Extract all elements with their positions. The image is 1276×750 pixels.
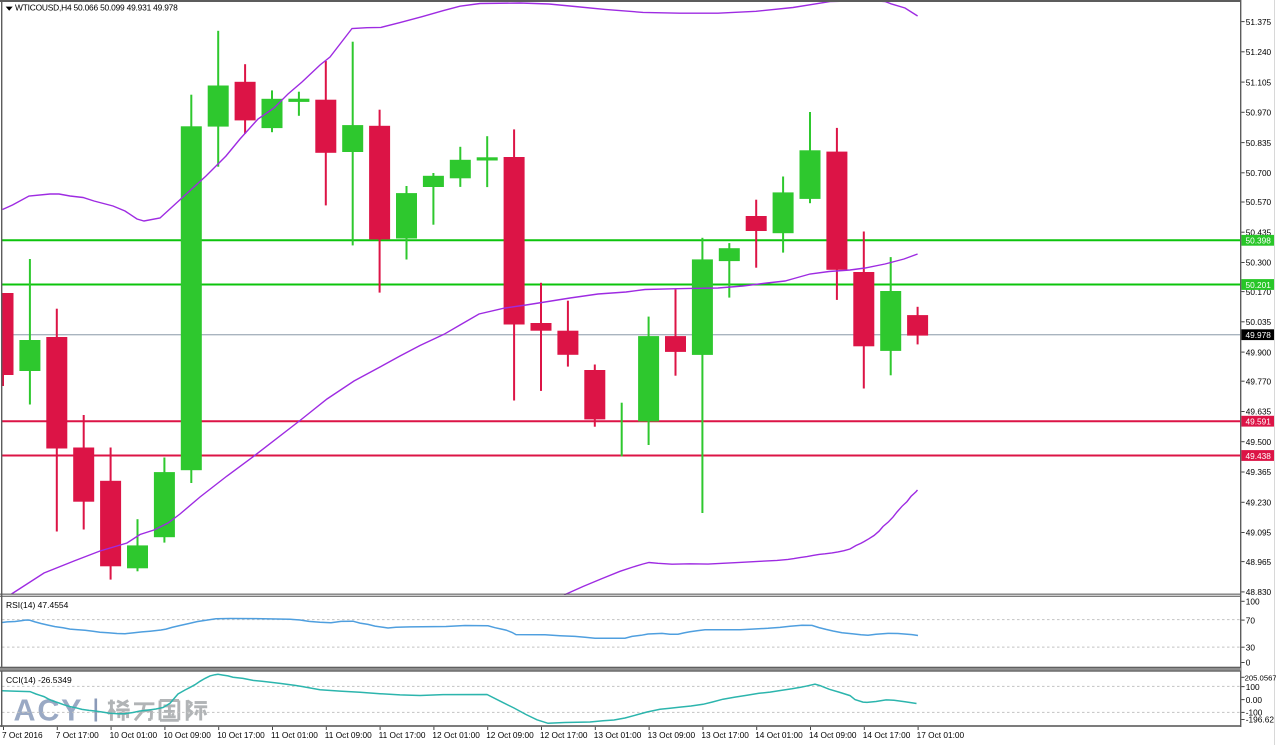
svg-text:51.240: 51.240 — [1246, 47, 1272, 57]
svg-text:30: 30 — [1246, 642, 1256, 652]
svg-text:49.500: 49.500 — [1246, 437, 1272, 447]
svg-text:WTICOUSD,H4 50.066 50.099 49.: WTICOUSD,H4 50.066 50.099 49.931 49.978 — [15, 3, 178, 13]
svg-text:13 Oct 17:00: 13 Oct 17:00 — [701, 730, 749, 740]
svg-text:0.00: 0.00 — [1246, 695, 1263, 705]
svg-text:50.035: 50.035 — [1246, 317, 1272, 327]
svg-text:51.375: 51.375 — [1246, 17, 1272, 27]
svg-text:RSI(14) 47.4554: RSI(14) 47.4554 — [6, 600, 69, 610]
svg-text:205.0567: 205.0567 — [1245, 673, 1276, 682]
svg-text:49.591: 49.591 — [1246, 417, 1272, 427]
svg-text:50.300: 50.300 — [1246, 258, 1272, 268]
svg-text:100: 100 — [1246, 597, 1260, 607]
svg-text:14 Oct 09:00: 14 Oct 09:00 — [809, 730, 857, 740]
svg-text:-196.62: -196.62 — [1246, 715, 1275, 725]
svg-text:49.095: 49.095 — [1246, 528, 1272, 538]
svg-text:11 Oct 17:00: 11 Oct 17:00 — [379, 730, 426, 740]
svg-text:50.201: 50.201 — [1246, 280, 1272, 290]
svg-text:12 Oct 17:00: 12 Oct 17:00 — [540, 730, 588, 740]
svg-text:50.570: 50.570 — [1246, 197, 1272, 207]
svg-text:13 Oct 09:00: 13 Oct 09:00 — [648, 730, 696, 740]
svg-text:50.398: 50.398 — [1246, 236, 1272, 246]
svg-text:13 Oct 01:00: 13 Oct 01:00 — [594, 730, 642, 740]
svg-text:49.230: 49.230 — [1246, 498, 1272, 508]
svg-text:70: 70 — [1246, 615, 1256, 625]
svg-text:10 Oct 17:00: 10 Oct 17:00 — [217, 730, 265, 740]
svg-text:49.365: 49.365 — [1246, 467, 1272, 477]
svg-text:0: 0 — [1246, 658, 1251, 668]
svg-text:11 Oct 09:00: 11 Oct 09:00 — [325, 730, 372, 740]
svg-text:12 Oct 09:00: 12 Oct 09:00 — [486, 730, 534, 740]
svg-text:48.965: 48.965 — [1246, 557, 1272, 567]
svg-text:50.835: 50.835 — [1246, 138, 1272, 148]
svg-text:14 Oct 17:00: 14 Oct 17:00 — [863, 730, 911, 740]
svg-text:7 Oct 17:00: 7 Oct 17:00 — [56, 730, 99, 740]
svg-text:10 Oct 09:00: 10 Oct 09:00 — [163, 730, 211, 740]
svg-text:11 Oct 01:00: 11 Oct 01:00 — [271, 730, 318, 740]
svg-text:100: 100 — [1246, 682, 1260, 692]
svg-text:14 Oct 01:00: 14 Oct 01:00 — [755, 730, 803, 740]
svg-text:10 Oct 01:00: 10 Oct 01:00 — [110, 730, 158, 740]
svg-text:49.770: 49.770 — [1246, 376, 1272, 386]
svg-text:49.900: 49.900 — [1246, 347, 1272, 357]
svg-text:CCI(14) -26.5349: CCI(14) -26.5349 — [6, 675, 72, 685]
svg-text:50.700: 50.700 — [1246, 168, 1272, 178]
svg-text:49.978: 49.978 — [1246, 330, 1272, 340]
svg-text:49.635: 49.635 — [1246, 407, 1272, 417]
svg-text:50.970: 50.970 — [1246, 108, 1272, 118]
svg-text:51.105: 51.105 — [1246, 77, 1272, 87]
svg-text:49.438: 49.438 — [1246, 451, 1272, 461]
svg-text:12 Oct 01:00: 12 Oct 01:00 — [432, 730, 480, 740]
svg-text:17 Oct 01:00: 17 Oct 01:00 — [917, 730, 965, 740]
svg-text:7 Oct 2016: 7 Oct 2016 — [2, 730, 43, 740]
